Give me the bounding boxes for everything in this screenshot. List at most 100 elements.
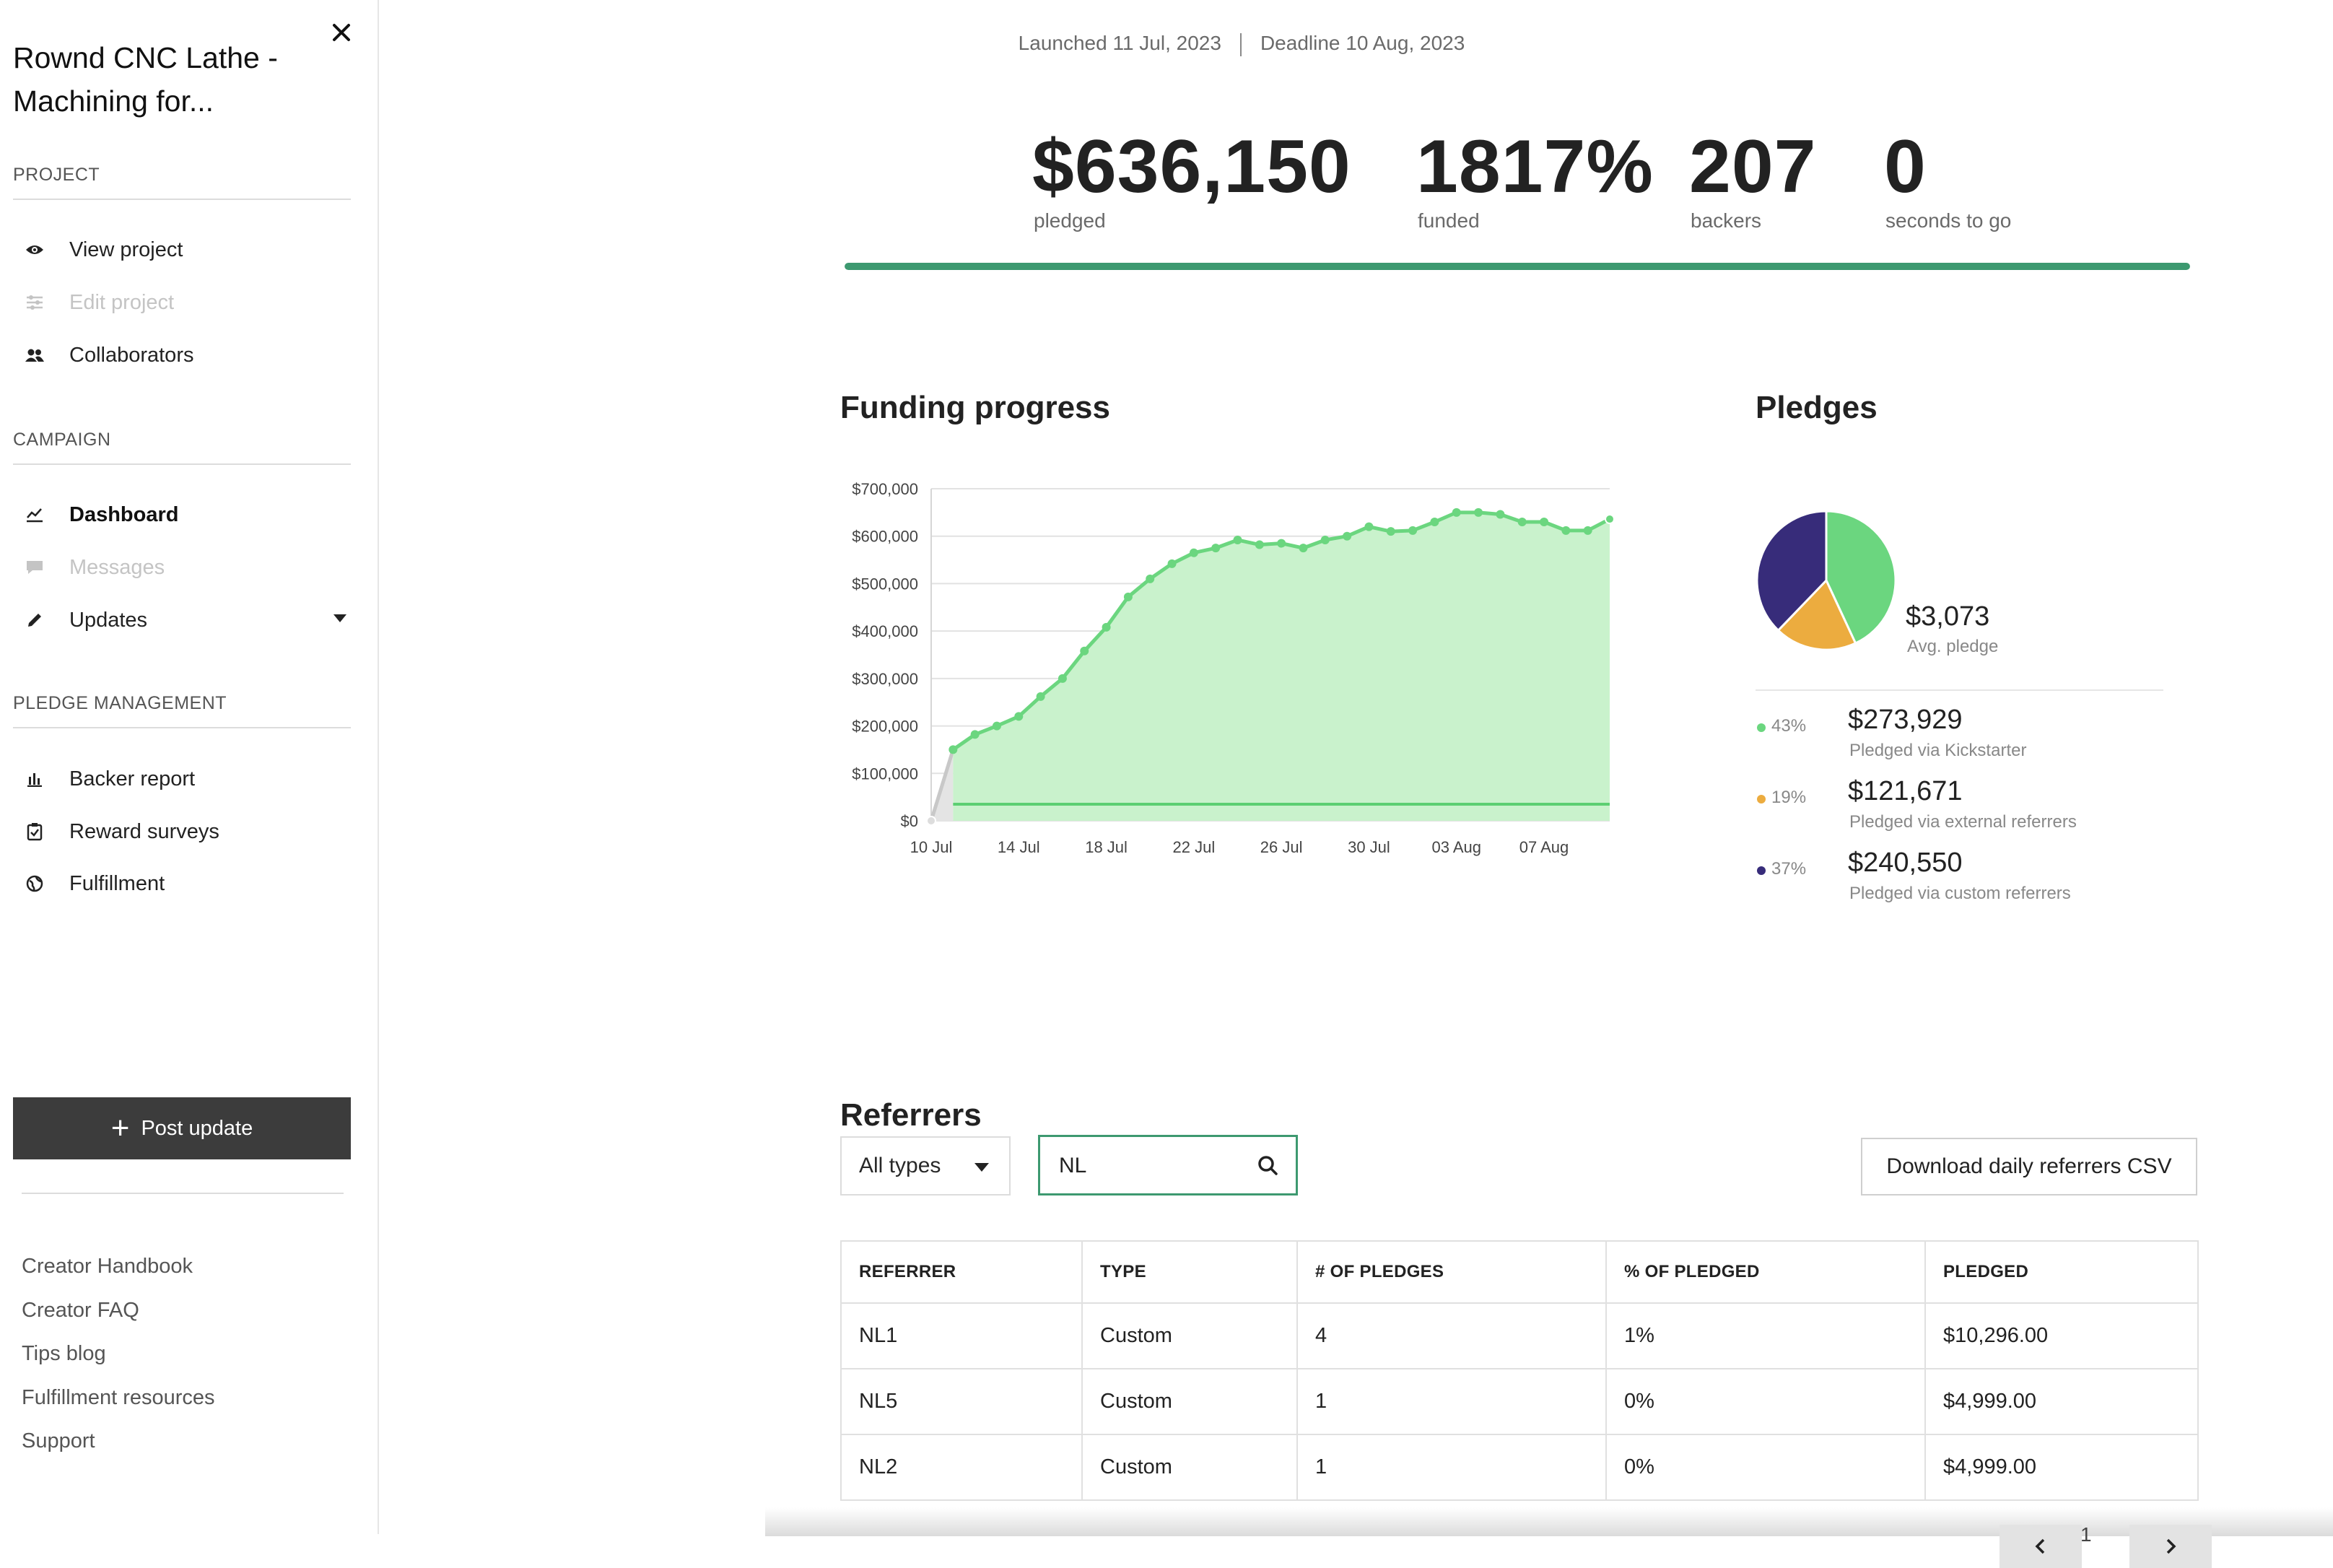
data-point <box>1255 540 1264 549</box>
cell-percent: 1% <box>1605 1302 1926 1369</box>
sidebar-item-edit-project[interactable]: Edit project <box>13 281 352 324</box>
average-pledge-value: $3,073 <box>1906 601 1990 632</box>
goal-progress-bar <box>845 263 2190 270</box>
funded-label: funded <box>1418 209 1480 232</box>
sidebar-item-label: Edit project <box>69 290 175 314</box>
data-point <box>1036 692 1045 701</box>
column-header-percent-pledged[interactable]: % OF PLEDGED <box>1605 1240 1926 1304</box>
next-page-button[interactable] <box>2129 1525 2212 1568</box>
column-header-pledged[interactable]: PLEDGED <box>1924 1240 2199 1304</box>
sidebar-item-fulfillment[interactable]: Fulfillment <box>13 862 352 905</box>
column-header-referrer[interactable]: REFERRER <box>840 1240 1083 1304</box>
section-heading-campaign: CAMPAIGN <box>13 430 351 465</box>
pledge-breakdown-external: 19% $121,671 Pledged via external referr… <box>1756 776 2189 841</box>
cell-pledges: 4 <box>1296 1302 1607 1369</box>
plus-icon: + <box>110 1110 130 1146</box>
project-title: Rownd CNC Lathe - Machining for... <box>13 41 278 118</box>
pledged-amount: $636,150 <box>1032 125 1351 209</box>
cell-pledged: $4,999.00 <box>1924 1368 2199 1435</box>
data-point <box>1058 674 1067 683</box>
sidebar-item-messages[interactable]: Messages <box>13 546 352 589</box>
funding-area <box>953 512 1610 821</box>
y-tick-label: $500,000 <box>852 575 918 593</box>
chevron-down-icon <box>974 1163 989 1172</box>
data-point <box>1517 518 1527 526</box>
data-point <box>1299 544 1308 553</box>
data-point <box>1146 574 1155 583</box>
cell-type: Custom <box>1081 1302 1298 1369</box>
sidebar-item-label: Dashboard <box>69 502 179 526</box>
sidebar-item-dashboard[interactable]: Dashboard <box>13 493 352 536</box>
search-input[interactable] <box>1058 1150 1248 1182</box>
table-row: NL5 Custom 1 0% $4,999.00 <box>840 1368 2199 1435</box>
breakdown-percent: 43% <box>1771 716 1807 736</box>
close-icon <box>333 24 350 41</box>
bar-chart-icon <box>20 765 49 793</box>
sidebar-item-backer-report[interactable]: Backer report <box>13 757 352 801</box>
y-tick-label: $200,000 <box>852 718 918 736</box>
column-header-type[interactable]: TYPE <box>1081 1240 1298 1304</box>
data-point <box>1189 548 1198 557</box>
data-point <box>970 730 980 739</box>
divider <box>22 1193 344 1194</box>
footer-link-support[interactable]: Support <box>22 1429 95 1452</box>
x-tick-label: 22 Jul <box>1173 838 1216 856</box>
data-point <box>1561 526 1571 535</box>
y-tick-label: $0 <box>901 812 918 830</box>
globe-icon <box>20 869 49 898</box>
sidebar-item-updates[interactable]: Updates <box>13 598 352 642</box>
close-sidebar-button[interactable] <box>323 14 359 51</box>
data-point <box>1605 514 1615 525</box>
pledge-breakdown-kickstarter: 43% $273,929 Pledged via Kickstarter <box>1756 705 2189 770</box>
x-tick-label: 14 Jul <box>998 838 1040 856</box>
sidebar-item-collaborators[interactable]: Collaborators <box>13 334 352 377</box>
data-point <box>1014 712 1024 721</box>
campaign-dates: Launched 11 Jul, 2023 Deadline 10 Aug, 20… <box>845 32 1639 56</box>
sidebar-item-view-project[interactable]: View project <box>13 228 352 271</box>
cell-pledged: $10,296.00 <box>1924 1302 2199 1369</box>
footer-link-creator-faq[interactable]: Creator FAQ <box>22 1299 139 1322</box>
x-tick-label: 07 Aug <box>1519 838 1569 856</box>
divider <box>1756 689 2163 691</box>
eye-icon <box>20 235 49 264</box>
deadline-date: Deadline 10 Aug, 2023 <box>1260 32 1465 54</box>
referrers-table: REFERRER TYPE # OF PLEDGES % OF PLEDGED … <box>840 1240 2199 1501</box>
data-point <box>1277 539 1286 548</box>
x-tick-label: 30 Jul <box>1348 838 1390 856</box>
cell-referrer: NL2 <box>840 1434 1083 1501</box>
type-filter-select[interactable]: All types <box>840 1136 1011 1195</box>
data-point <box>992 721 1001 731</box>
data-point <box>1496 510 1505 519</box>
sidebar-item-label: Updates <box>69 608 148 632</box>
cell-percent: 0% <box>1605 1434 1926 1501</box>
y-tick-label: $400,000 <box>852 622 918 640</box>
column-header-pledges[interactable]: # OF PLEDGES <box>1296 1240 1607 1304</box>
pie-slice-custom <box>1756 510 1828 632</box>
post-update-button[interactable]: + Post update <box>13 1097 351 1159</box>
footer-link-tips-blog[interactable]: Tips blog <box>22 1342 106 1365</box>
pre-launch-line <box>929 749 955 822</box>
sidebar-item-reward-surveys[interactable]: Reward surveys <box>13 810 352 853</box>
download-csv-button[interactable]: Download daily referrers CSV <box>1861 1138 2197 1195</box>
referrer-search <box>1038 1135 1298 1195</box>
cell-pledges: 1 <box>1296 1368 1607 1435</box>
table-row: NL1 Custom 4 1% $10,296.00 <box>840 1302 2199 1369</box>
sidebar-item-label: View project <box>69 238 183 261</box>
footer-link-creator-handbook[interactable]: Creator Handbook <box>22 1255 193 1278</box>
data-point <box>1474 508 1483 517</box>
post-update-label: Post update <box>141 1116 253 1140</box>
cell-percent: 0% <box>1605 1368 1926 1435</box>
data-point <box>1102 622 1111 632</box>
pledge-breakdown-custom: 37% $240,550 Pledged via custom referrer… <box>1756 848 2189 913</box>
sidebar-item-label: Reward surveys <box>69 819 219 843</box>
y-tick-label: $700,000 <box>852 480 918 498</box>
cell-referrer: NL5 <box>840 1368 1083 1435</box>
funding-progress-chart: $0 $100,000 $200,000 $300,000 $400,000 $500,0… <box>852 480 1615 856</box>
previous-page-button[interactable] <box>2000 1525 2082 1568</box>
data-point <box>949 745 958 754</box>
breakdown-percent: 19% <box>1771 788 1807 807</box>
table-header-row: REFERRER TYPE # OF PLEDGES % OF PLEDGED … <box>840 1240 2199 1304</box>
legend-dot <box>1757 723 1766 732</box>
footer-link-fulfillment-resources[interactable]: Fulfillment resources <box>22 1386 215 1409</box>
search-icon[interactable] <box>1254 1151 1283 1180</box>
